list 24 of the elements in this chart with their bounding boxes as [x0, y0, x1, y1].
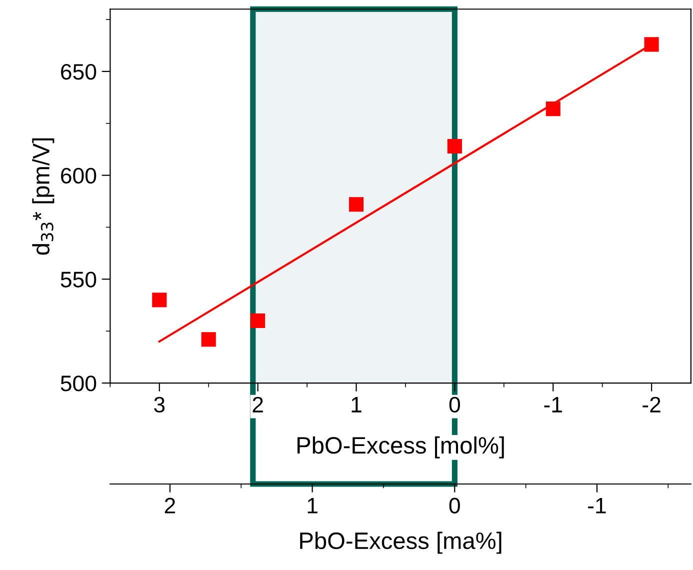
- x-tick-label: 0: [449, 396, 460, 413]
- x-tick-label: 1: [352, 397, 362, 412]
- y-tick-label: 600: [61, 168, 96, 184]
- y-tick-label: 500: [60, 376, 96, 392]
- x-tick-label: -2: [642, 396, 660, 412]
- point: [250, 313, 266, 328]
- x2-tick-label: 2: [164, 498, 176, 514]
- x-tick-label: 2: [252, 396, 263, 412]
- point: [348, 197, 364, 212]
- point: [644, 37, 659, 52]
- point: [447, 138, 462, 154]
- x-tick-label: 3: [154, 396, 165, 413]
- x-tick-label: -1: [544, 397, 562, 412]
- y-tick-label: 550: [60, 272, 96, 288]
- x2-tick-label: 1: [308, 498, 318, 514]
- x2-axis-title: PbO-Excess [ma%]: [300, 532, 502, 554]
- x2-tick-label: 0: [449, 498, 460, 514]
- y-axis-title: d$_{33}$* [pm/V]: [32, 138, 54, 255]
- point: [201, 332, 216, 347]
- x2-tick-label: -1: [588, 498, 606, 514]
- x-axis-title: PbO-Excess [mol%]: [298, 436, 504, 458]
- point: [152, 292, 167, 308]
- y-tick-label: 650: [61, 64, 96, 80]
- point: [546, 102, 560, 116]
